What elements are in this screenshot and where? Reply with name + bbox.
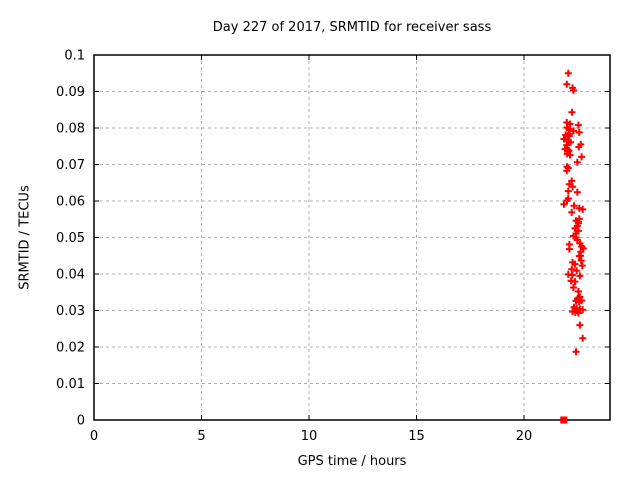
x-tick-label: 10 [301, 429, 318, 444]
data-point-plus [575, 298, 583, 306]
x-tick-label: 15 [408, 429, 425, 444]
y-tick-label: 0 [77, 414, 85, 429]
series-zero-marker [560, 416, 568, 424]
y-tick-label: 0.08 [56, 122, 85, 137]
data-point-plus [566, 120, 574, 128]
data-point-square [560, 416, 568, 424]
data-point-plus [569, 127, 577, 135]
data-point-plus [576, 321, 584, 329]
data-point-plus [563, 80, 571, 88]
data-point-plus [573, 267, 581, 275]
data-point-plus [564, 187, 572, 195]
grid-lines [94, 55, 610, 420]
data-point-plus [564, 69, 572, 77]
x-tick-label: 5 [197, 429, 205, 444]
y-tick-label: 0.01 [56, 377, 85, 392]
data-point-plus [572, 348, 580, 356]
y-tick-label: 0.04 [56, 268, 85, 283]
data-point-plus [569, 86, 577, 94]
data-point-plus [578, 262, 586, 270]
tick-labels: 0 5 10 15 20 0 0.01 0.02 0.03 0.04 0.05 0.06 0.07 0.0… [56, 49, 532, 445]
data-point-plus [575, 204, 583, 212]
data-point-plus [569, 183, 577, 191]
data-point-plus [573, 188, 581, 196]
y-tick-label: 0.03 [56, 304, 85, 319]
data-point-plus [570, 202, 578, 210]
data-point-plus [576, 272, 584, 280]
data-point-plus [571, 278, 579, 286]
data-point-plus [563, 167, 571, 175]
data-point-plus [575, 143, 583, 151]
x-tick-label: 0 [90, 429, 98, 444]
y-tick-label: 0.1 [64, 49, 85, 64]
data-point-plus [578, 153, 586, 161]
data-point-plus [575, 128, 583, 136]
data-point-plus [569, 284, 577, 292]
data-point-plus [575, 252, 583, 260]
plot-border [93, 54, 611, 421]
x-tick-label: 20 [516, 429, 533, 444]
data-point-plus [560, 135, 568, 143]
data-point-plus [579, 306, 587, 314]
series-srmtid-points [560, 69, 587, 356]
data-point-plus [567, 138, 575, 146]
data-point-plus [574, 309, 582, 317]
data-point-plus [563, 197, 571, 205]
y-tick-label: 0.07 [56, 158, 85, 173]
data-point-plus [579, 205, 587, 213]
data-point-plus [566, 151, 574, 159]
data-point-plus [573, 158, 581, 166]
data-point-plus [560, 200, 568, 208]
data-point-plus [565, 245, 573, 253]
data-point-plus [568, 271, 576, 279]
x-axis-label: GPS time / hours [297, 454, 407, 469]
data-point-plus [579, 334, 587, 342]
data-point-plus [574, 121, 582, 129]
data-point-plus [571, 260, 579, 268]
data-point-plus [568, 265, 576, 273]
data-point-plus [568, 208, 576, 216]
data-point-plus [568, 108, 576, 116]
data-point-plus [577, 256, 585, 264]
y-tick-label: 0.06 [56, 195, 85, 210]
chart-title: Day 227 of 2017, SRMTID for receiver sas… [212, 20, 492, 35]
y-tick-label: 0.05 [56, 231, 85, 246]
y-tick-label: 0.02 [56, 341, 85, 356]
data-point-plus [574, 288, 582, 296]
y-tick-label: 0.09 [56, 85, 85, 100]
